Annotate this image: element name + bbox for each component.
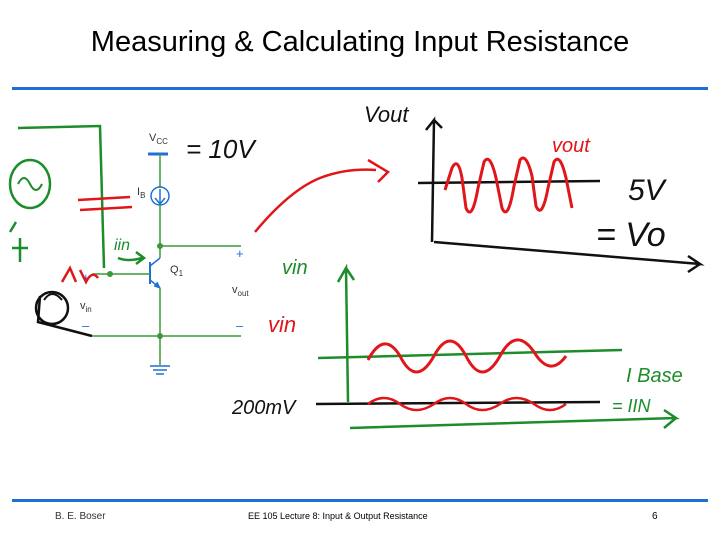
iin-arrow bbox=[117, 251, 147, 265]
base-node-scribble bbox=[60, 265, 99, 285]
q1-label: Q1 bbox=[170, 264, 184, 279]
capacitor-plate bbox=[79, 205, 133, 212]
mv200-note: 200mV bbox=[231, 397, 297, 419]
equals-vo-note: = Vo bbox=[596, 216, 666, 254]
footer-divider bbox=[12, 499, 708, 502]
vcc-value-note: = 10V bbox=[186, 134, 257, 164]
vin-waveform bbox=[366, 338, 568, 374]
source-ground-mark bbox=[8, 221, 28, 262]
dc-source-circle bbox=[34, 290, 70, 326]
title-divider bbox=[12, 87, 708, 90]
vin-axis-note: vin bbox=[282, 257, 308, 279]
vout-plot-y-axis bbox=[425, 116, 443, 243]
vin-dc-level bbox=[315, 400, 601, 406]
vin-small-waveform bbox=[367, 396, 567, 412]
capacitor-plate bbox=[77, 195, 131, 202]
vout-waveform bbox=[443, 156, 574, 214]
vout-plus: + bbox=[236, 246, 244, 261]
vin-label: vin bbox=[80, 300, 92, 315]
pointer-arrow bbox=[254, 168, 377, 233]
footer-course: EE 105 Lecture 8: Input & Output Resista… bbox=[248, 511, 428, 521]
iin-note: iin bbox=[114, 237, 130, 254]
equals-iin-note: = IIN bbox=[612, 396, 652, 416]
vin-wave-note: vin bbox=[268, 312, 296, 337]
vout-label: vout bbox=[232, 284, 249, 299]
ib-label: IB bbox=[137, 186, 146, 201]
vout-axis-note: Vout bbox=[364, 102, 409, 127]
vin-minus: – bbox=[82, 318, 90, 333]
footer-page-number: 6 bbox=[652, 511, 658, 522]
vin-plus: + bbox=[82, 270, 90, 285]
vout-minus: – bbox=[236, 318, 244, 333]
vcc-label: VCC bbox=[149, 132, 168, 147]
vout-plot-x-axis bbox=[433, 240, 705, 274]
source-wire-loop bbox=[17, 124, 106, 269]
slide-title: Measuring & Calculating Input Resistance bbox=[90, 26, 630, 58]
ac-source-circle bbox=[8, 158, 52, 210]
vout-wave-note: vout bbox=[552, 135, 591, 157]
five-volt-note: 5V bbox=[628, 174, 668, 207]
footer-author: B. E. Boser bbox=[55, 511, 106, 522]
vin-plot-x-axis bbox=[349, 408, 680, 430]
ibase-note: I Base bbox=[626, 365, 683, 387]
